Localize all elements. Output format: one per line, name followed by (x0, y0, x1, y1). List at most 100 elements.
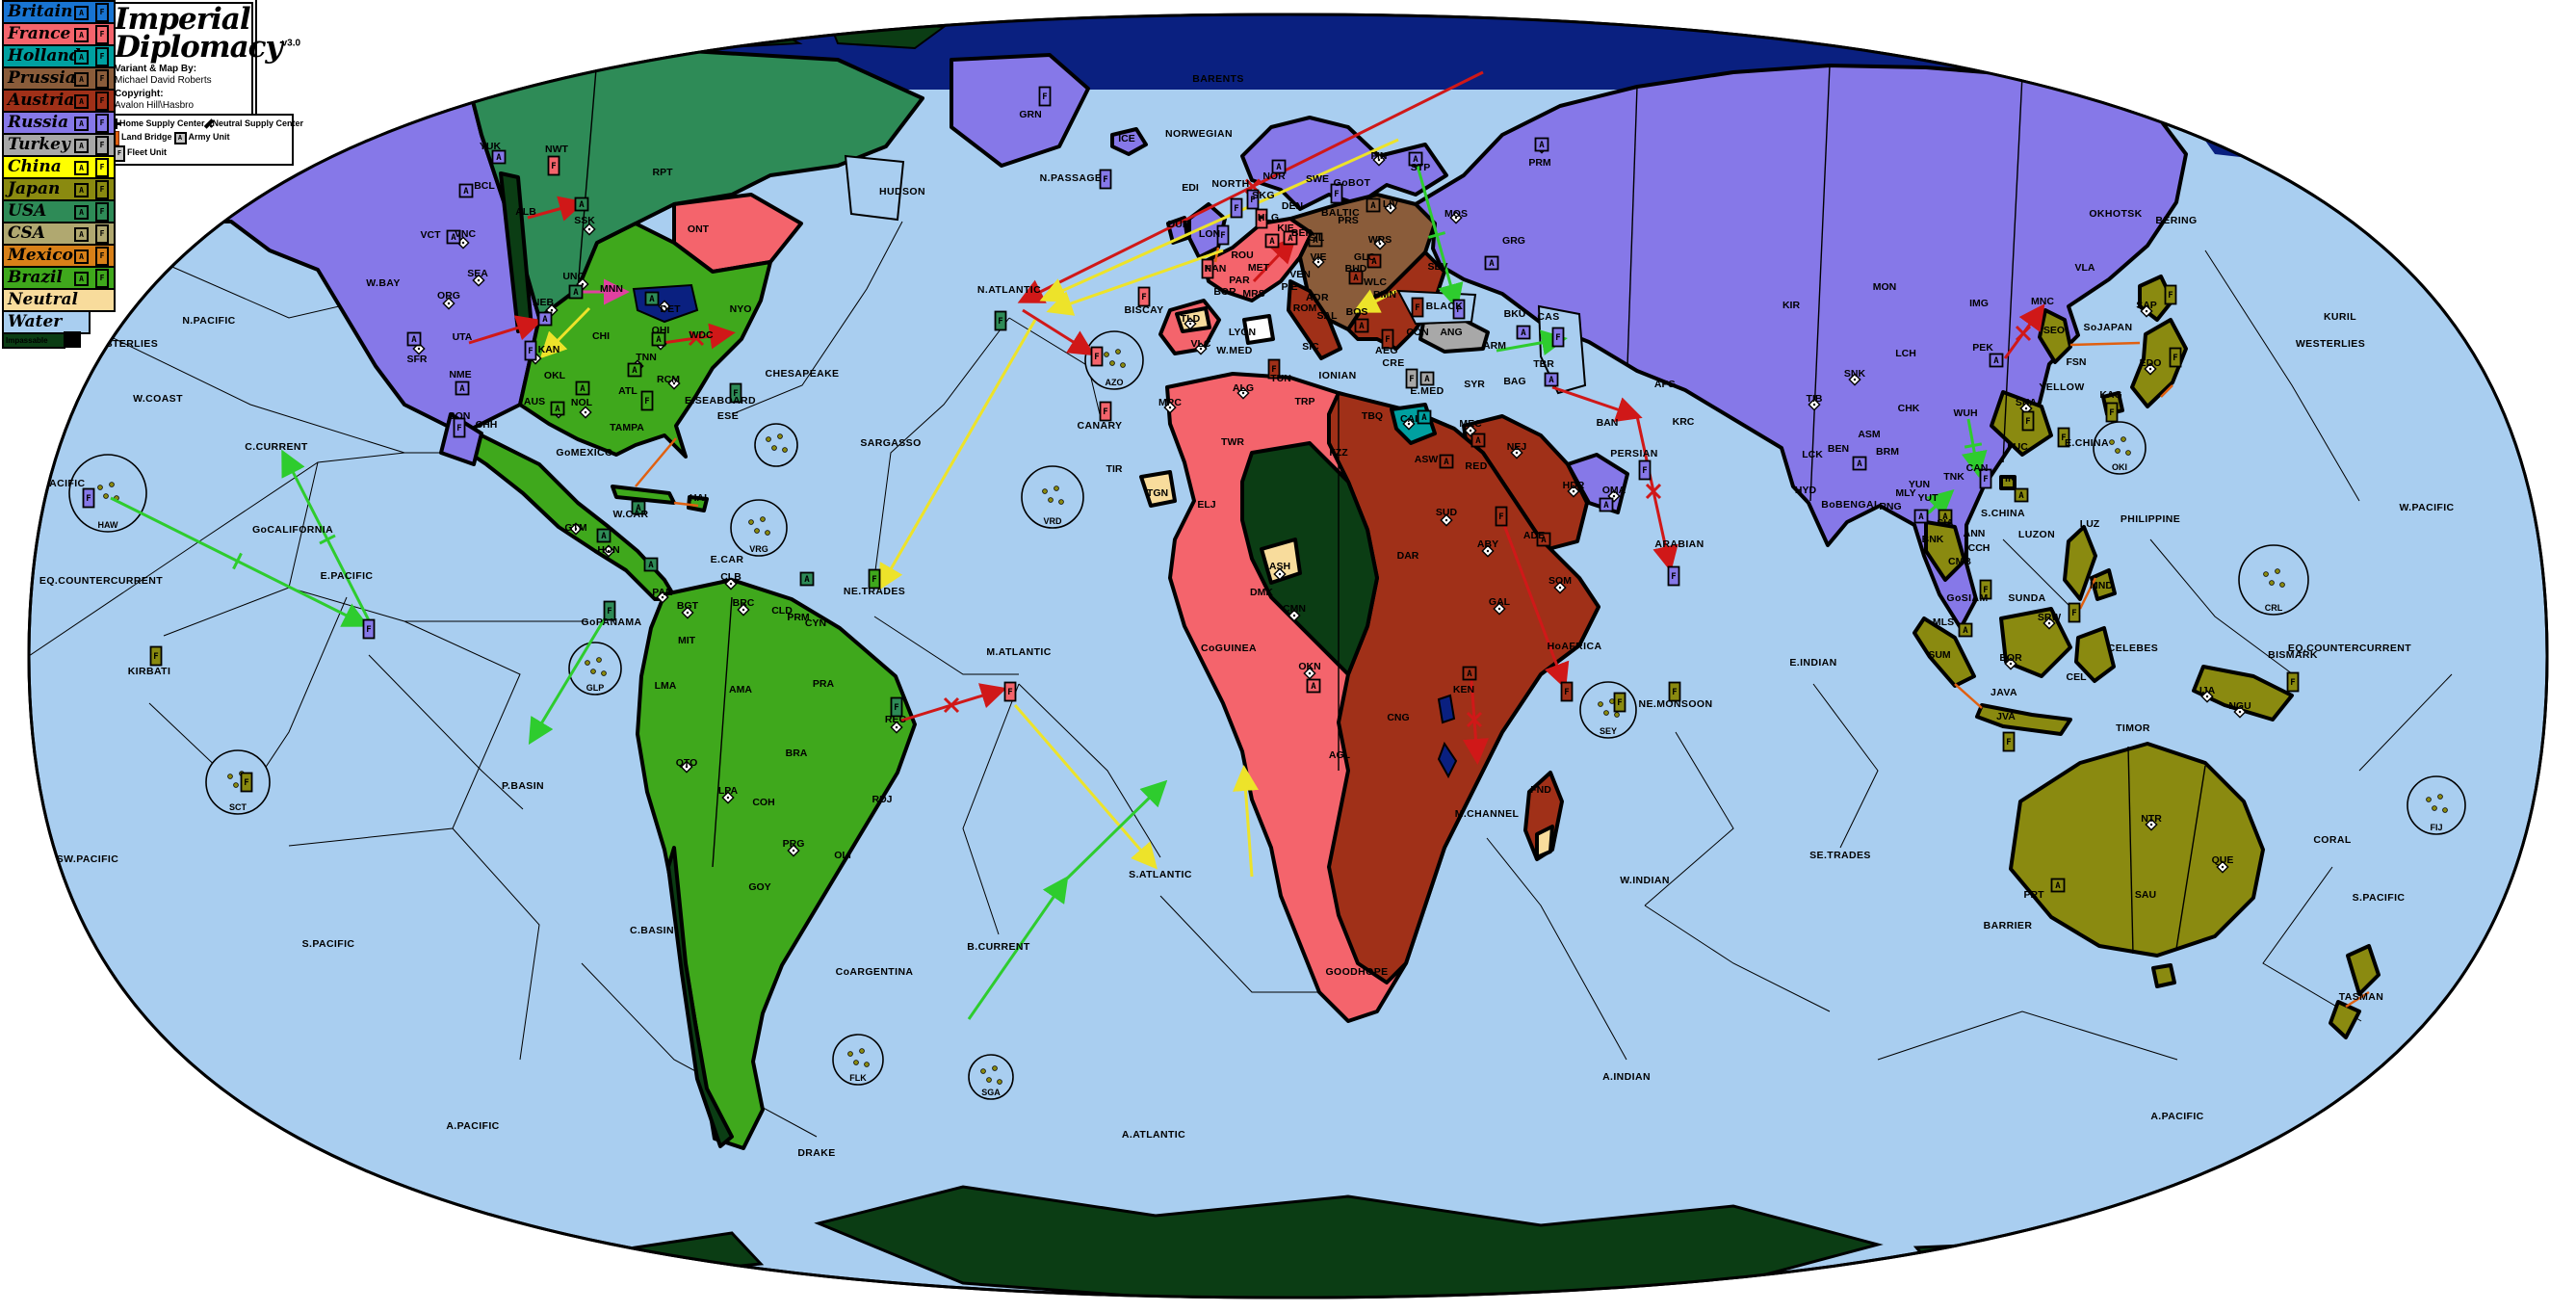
fleet-unit[interactable]: F (2105, 402, 2119, 423)
fleet-unit[interactable]: F (547, 155, 560, 176)
army-unit[interactable]: A (1599, 497, 1614, 512)
army-unit[interactable]: A (1484, 255, 1499, 271)
fleet-unit[interactable]: F (1405, 368, 1418, 389)
map-region[interactable] (2130, 318, 2188, 408)
island-circle[interactable]: CRL (2238, 544, 2309, 616)
map-region[interactable] (439, 412, 483, 466)
island-circle[interactable]: SGA (968, 1054, 1014, 1100)
map-region[interactable] (2329, 1000, 2361, 1039)
army-unit[interactable]: A (1536, 532, 1551, 547)
map-region[interactable] (2038, 308, 2072, 364)
army-unit[interactable]: A (1264, 233, 1280, 249)
army-unit[interactable]: A (1283, 230, 1298, 246)
fleet-unit[interactable]: F (1003, 681, 1017, 702)
map-region[interactable] (666, 846, 734, 1148)
fleet-unit[interactable]: F (890, 696, 903, 718)
fleet-unit[interactable]: F (453, 417, 466, 438)
army-unit[interactable]: A (455, 380, 470, 396)
army-unit[interactable]: A (631, 500, 646, 515)
fleet-unit[interactable]: F (1090, 346, 1104, 367)
army-unit[interactable]: A (2014, 487, 2029, 503)
army-unit[interactable]: A (651, 331, 666, 347)
army-unit[interactable]: A (799, 571, 815, 587)
fleet-unit[interactable]: F (1495, 506, 1508, 527)
army-unit[interactable]: A (1408, 151, 1423, 167)
army-unit[interactable]: A (1417, 409, 1432, 425)
fleet-unit[interactable]: F (1381, 328, 1394, 350)
map-region[interactable] (1287, 279, 1342, 360)
fleet-unit[interactable]: F (1246, 189, 1260, 210)
army-unit[interactable]: A (1989, 353, 2004, 368)
fleet-unit[interactable]: F (149, 645, 163, 667)
army-unit[interactable]: A (1470, 433, 1486, 448)
fleet-unit[interactable]: F (1255, 208, 1268, 229)
fleet-unit[interactable]: F (2286, 671, 2300, 693)
map-region[interactable] (1260, 538, 1302, 585)
map-region[interactable] (636, 578, 917, 1150)
army-unit[interactable]: A (568, 284, 584, 300)
army-unit[interactable]: A (1534, 137, 1549, 152)
army-unit[interactable]: A (1516, 325, 1531, 340)
fleet-unit[interactable]: F (1979, 468, 1992, 489)
island-circle[interactable]: HAW (68, 454, 147, 533)
map-region[interactable] (1912, 617, 1976, 688)
army-unit[interactable]: A (550, 401, 565, 416)
fleet-unit[interactable]: F (1411, 297, 1424, 318)
army-unit[interactable]: A (1271, 159, 1287, 174)
map-region[interactable] (1110, 127, 1148, 156)
fleet-unit[interactable]: F (362, 618, 376, 640)
map-region[interactable] (2192, 665, 2294, 722)
army-unit[interactable]: A (458, 183, 474, 198)
fleet-unit[interactable]: F (1560, 681, 1574, 702)
island-circle[interactable]: VRG (730, 499, 788, 557)
fleet-unit[interactable]: F (1551, 327, 1565, 348)
island-circle[interactable]: SEY (1579, 681, 1637, 739)
fleet-unit[interactable]: F (1230, 197, 1243, 219)
island-circle[interactable]: OKI (2093, 421, 2147, 475)
army-unit[interactable]: A (1308, 232, 1323, 248)
army-unit[interactable]: A (1439, 454, 1454, 469)
map-region[interactable] (2090, 568, 2117, 601)
fleet-unit[interactable]: F (1267, 358, 1281, 380)
island-circle[interactable]: VRD (1021, 465, 1084, 529)
army-unit[interactable]: A (1852, 456, 1867, 471)
map-region[interactable] (2151, 963, 2176, 988)
map-region[interactable] (1242, 314, 1275, 345)
fleet-unit[interactable]: F (994, 310, 1007, 331)
fleet-unit[interactable]: F (2169, 347, 2182, 368)
army-unit[interactable]: A (537, 311, 553, 327)
map-region[interactable] (950, 53, 1090, 168)
fleet-unit[interactable]: F (1638, 459, 1652, 481)
fleet-unit[interactable]: F (1452, 299, 1466, 320)
fleet-unit[interactable]: F (1038, 86, 1052, 107)
army-unit[interactable]: A (627, 362, 642, 378)
fleet-unit[interactable]: F (1099, 169, 1112, 190)
army-unit[interactable]: A (1462, 666, 1477, 681)
fleet-unit[interactable]: F (82, 487, 95, 509)
fleet-unit[interactable]: F (2057, 427, 2070, 448)
island-circle[interactable]: GLP (568, 642, 622, 695)
fleet-unit[interactable]: F (1330, 183, 1343, 204)
army-unit[interactable]: A (1419, 371, 1435, 386)
army-unit[interactable]: A (1958, 622, 1973, 638)
army-unit[interactable]: A (446, 229, 461, 245)
army-unit[interactable]: A (1366, 197, 1381, 213)
army-unit[interactable]: A (575, 380, 590, 396)
army-unit[interactable]: A (1366, 253, 1382, 269)
fleet-unit[interactable]: F (603, 600, 616, 621)
island-circle[interactable]: SCT (205, 749, 271, 815)
army-unit[interactable]: A (644, 291, 660, 306)
fleet-unit[interactable]: F (1613, 692, 1626, 713)
island-circle[interactable] (754, 423, 798, 467)
map-region[interactable] (1924, 520, 1966, 582)
fleet-unit[interactable]: F (1667, 565, 1680, 587)
map-region[interactable] (2346, 944, 2381, 996)
map-region[interactable] (1975, 703, 2072, 736)
map-region[interactable] (1139, 470, 1177, 508)
army-unit[interactable]: A (1354, 318, 1369, 333)
army-unit[interactable]: A (1913, 509, 1929, 524)
army-unit[interactable]: A (2050, 878, 2066, 893)
map-region[interactable] (2074, 626, 2116, 683)
map-region[interactable] (2063, 525, 2097, 601)
fleet-unit[interactable]: F (2068, 602, 2081, 623)
